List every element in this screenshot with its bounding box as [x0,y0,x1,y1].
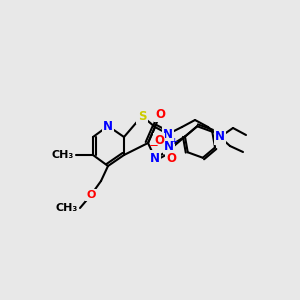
Text: S: S [138,110,146,122]
Text: N: N [150,152,160,164]
Text: O: O [166,152,176,165]
Text: O: O [155,107,165,121]
Text: N: N [164,140,174,153]
Text: +: + [170,137,178,146]
Text: −: − [149,139,159,152]
Text: N: N [163,128,173,140]
Text: O: O [154,134,164,147]
Text: N: N [103,119,113,133]
Text: CH₃: CH₃ [52,150,74,160]
Text: CH₃: CH₃ [56,203,78,213]
Text: N: N [215,130,225,143]
Text: O: O [86,190,96,200]
